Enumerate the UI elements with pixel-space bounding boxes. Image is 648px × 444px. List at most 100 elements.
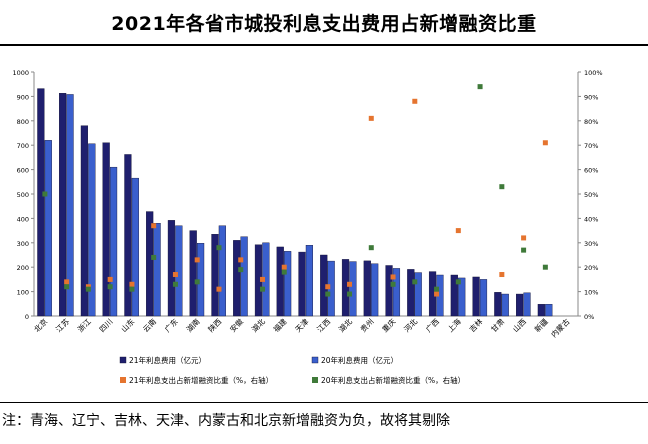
y-right-tick-label: 0% [584,313,594,321]
x-tick-label: 内蒙古 [549,316,572,339]
y-left-tick-label: 500 [17,191,29,199]
y-right-tick-label: 100% [584,69,603,77]
bar-21-16 [385,265,393,317]
bar-21-5 [146,211,154,317]
legend-label-2: 21年利息支出占新增融资比重（%，右轴） [129,375,273,385]
y-left-tick-label: 300 [17,240,29,248]
bar-21-1 [59,93,67,317]
point-21-17 [412,98,418,104]
x-tick-label: 江苏 [53,316,71,334]
point-21-18 [434,291,440,297]
legend-swatch-1 [311,356,319,364]
point-21-7 [194,257,200,263]
point-20-7 [194,279,200,285]
x-tick-label: 天津 [293,317,310,334]
point-21-9 [238,257,244,263]
x-tick-label: 湖北 [337,317,354,334]
combo-chart: 0 100 200 300 400 500 600 700 800 900 1000 0% 10% 20%… [12,69,603,385]
footnote-divider [0,402,648,403]
bar-21-15 [363,260,371,317]
point-20-13 [325,291,331,297]
point-21-8 [216,286,222,292]
y-left-tick-label: 700 [17,142,29,150]
point-20-9 [238,267,244,273]
bar-20-21 [501,293,509,317]
bar-20-12 [305,245,313,317]
chart-title-bar: 2021年各省市城投利息支出费用占新增融资比重 [0,0,648,46]
bar-20-14 [349,261,357,317]
y-left-tick-label: 400 [17,215,29,223]
bar-21-22 [516,293,524,317]
bar-21-9 [233,240,241,317]
bar-20-2 [88,143,96,317]
point-20-19 [455,279,461,285]
point-20-10 [259,286,265,292]
y-left-tick-label: 600 [17,167,29,175]
y-left-tick-label: 900 [17,93,29,101]
bar-20-20 [479,279,488,317]
point-21-6 [172,272,178,278]
x-tick-label: 河北 [402,317,419,334]
bar-21-7 [189,230,197,317]
bar-21-21 [494,292,502,317]
point-20-5 [151,254,157,260]
point-20-3 [107,284,113,290]
legend-label-1: 20年利息费用（亿元） [321,355,398,365]
legend-label-0: 21年利息费用（亿元） [129,355,206,365]
x-tick-label: 吉林 [467,316,485,334]
point-20-11 [281,269,287,275]
x-tick-label: 湖南 [184,316,202,334]
page-title: 2021年各省市城投利息支出费用占新增融资比重 [111,12,537,35]
y-right-tick-label: 20% [584,264,598,272]
point-21-15 [368,115,374,121]
legend-label-3: 20年利息支出占新增融资比重（%，右轴） [321,375,465,385]
x-tick-label: 甘肃 [489,316,507,334]
bar-20-15 [371,263,379,317]
bar-21-0 [37,88,45,317]
bar-21-8 [211,234,219,317]
bar-20-11 [284,251,292,317]
point-20-14 [347,291,353,297]
bar-20-6 [175,225,183,317]
bar-21-20 [472,276,480,317]
x-tick-label: 山西 [510,316,528,334]
point-21-19 [455,228,461,234]
x-tick-label: 湖北 [250,317,267,334]
x-tick-label: 浙江 [75,316,93,334]
bar-21-12 [298,251,306,317]
point-20-15 [368,245,374,251]
y-right-tick-label: 70% [584,142,598,150]
point-21-4 [129,281,135,287]
bar-21-19 [450,274,458,317]
point-20-20 [477,84,483,90]
y-left-tick-label: 0 [25,313,29,321]
bar-20-4 [131,177,139,317]
x-tick-label: 福建 [271,316,289,334]
point-21-1 [64,279,70,285]
bar-20-1 [66,94,74,317]
footnote: 注：青海、辽宁、吉林、天津、内蒙古和北京新增融资为负，故将其剔除 [2,413,450,429]
bar-20-5 [153,223,161,317]
bar-20-19 [458,277,466,317]
y-right-tick-label: 10% [584,289,598,297]
bar-21-11 [276,246,284,317]
y-left-tick-label: 200 [17,264,29,272]
bar-21-3 [102,142,110,317]
point-21-5 [151,223,157,229]
y-left-tick-label: 1000 [12,69,29,77]
bar-20-23 [545,304,553,317]
legend-swatch-3 [312,377,318,383]
y-right-tick-label: 30% [584,240,598,248]
bar-20-3 [109,166,118,317]
bar-20-16 [392,268,401,317]
point-20-18 [434,286,440,292]
point-21-10 [259,276,265,282]
x-tick-label: 江西 [315,317,332,334]
point-21-16 [390,274,396,280]
legend-swatch-2 [120,377,126,383]
y-right-tick-label: 80% [584,118,598,126]
y-right-tick-label: 90% [584,93,598,101]
x-tick-label: 安徽 [227,316,245,334]
bar-21-4 [124,154,132,317]
y-right-tick-label: 50% [584,191,598,199]
